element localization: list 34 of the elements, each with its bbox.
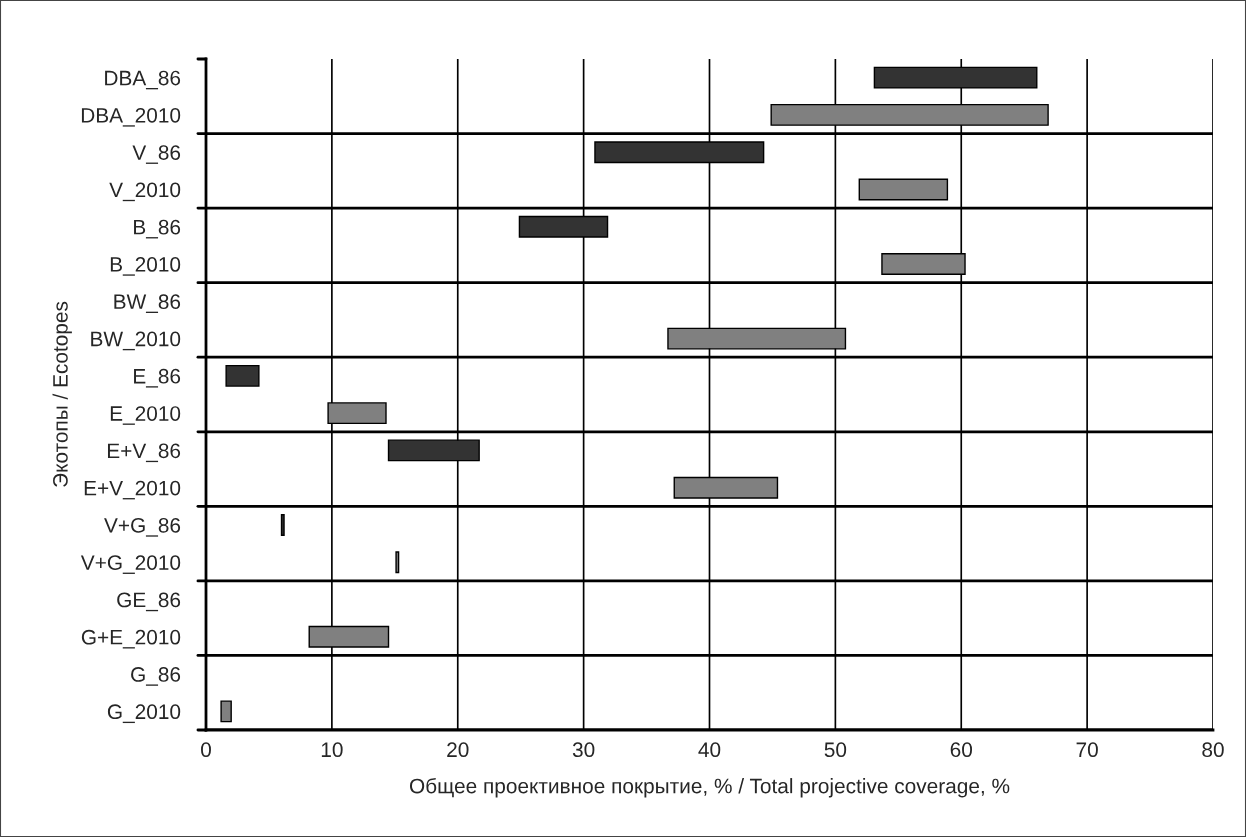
bar	[220, 700, 232, 723]
x-tick-label: 50	[824, 742, 847, 758]
y-tick-label: BW_2010	[91, 331, 181, 351]
x-axis-title: Общее проективное покрытие, % / Total projective coverage, %	[409, 777, 1010, 798]
y-tick-label: E_2010	[110, 406, 181, 425]
y-tick-label: E_86	[134, 368, 181, 388]
x-tick-label: 20	[447, 742, 469, 758]
y-tick-label: DBA_86	[105, 70, 181, 90]
y-tick-label: GE_86	[117, 592, 181, 612]
y-tick-label: E+V_86	[107, 443, 181, 463]
y-tick-label: V+G_2010	[80, 555, 181, 574]
y-tick-label: B_2010	[110, 257, 181, 276]
x-tick-label: 0	[201, 742, 211, 758]
y-tick-label: V_2010	[109, 182, 181, 202]
y-axis-title: Экотопы / Ecotopes	[52, 301, 72, 487]
x-tick-label: 10	[321, 742, 343, 758]
y-tick-label: B_86	[134, 219, 181, 239]
y-tick-label: G_86	[131, 667, 181, 686]
x-tick-label: 40	[698, 742, 721, 758]
y-tick-label: E+V_2010	[84, 480, 181, 500]
y-tick-label: DBA_2010	[81, 107, 181, 127]
x-tick-label: 80	[1202, 742, 1224, 758]
bar	[858, 178, 949, 201]
bar	[280, 514, 285, 536]
x-tick-label: 60	[950, 742, 973, 758]
y-tick-label: V_86	[132, 145, 181, 164]
bar	[225, 364, 260, 387]
y-tick-label: G+E_2010	[81, 629, 181, 649]
x-tick-label: 70	[1076, 742, 1098, 758]
x-tick-label: 30	[572, 742, 595, 758]
y-tick-label: V+G_86	[104, 517, 181, 537]
y-tick-label: BW_86	[114, 294, 181, 313]
y-tick-label: G_2010	[107, 704, 181, 724]
bar	[395, 551, 400, 574]
